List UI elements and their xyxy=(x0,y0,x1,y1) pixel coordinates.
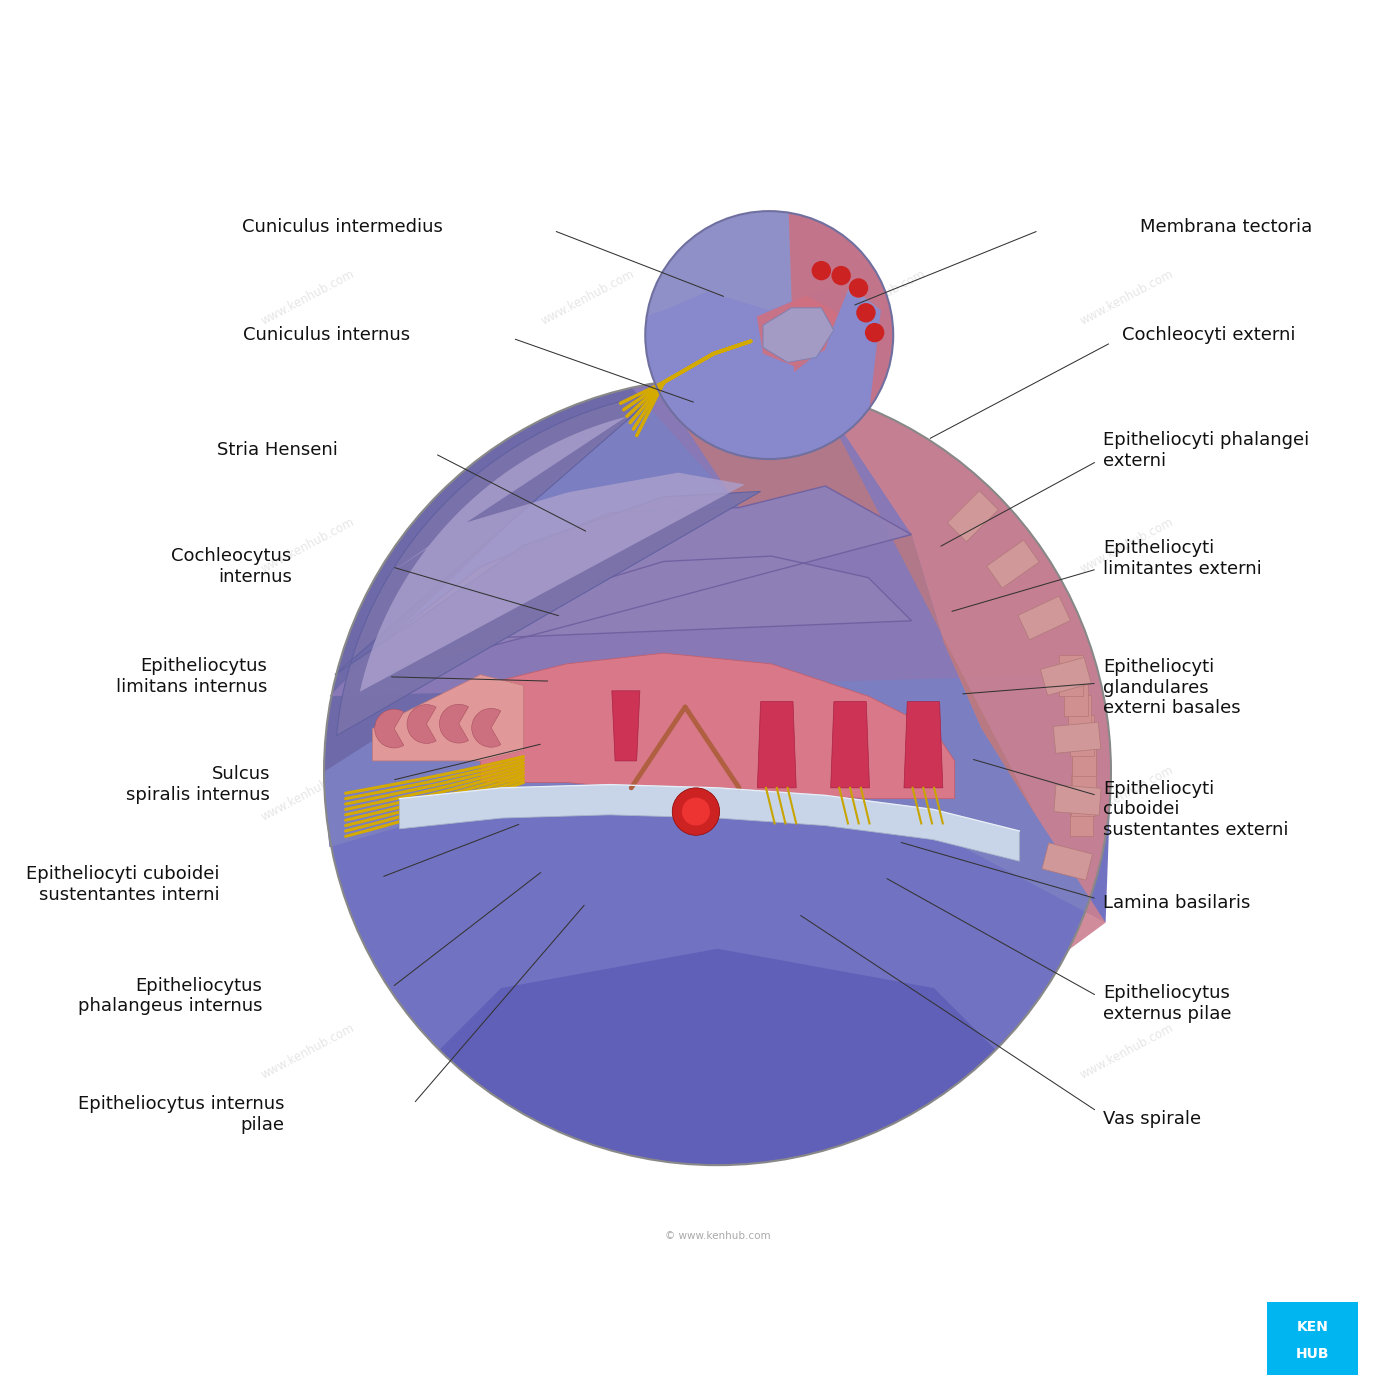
Polygon shape xyxy=(480,652,955,798)
Circle shape xyxy=(857,302,875,322)
Polygon shape xyxy=(360,417,745,692)
Text: www.kenhub.com: www.kenhub.com xyxy=(539,515,637,575)
Text: www.kenhub.com: www.kenhub.com xyxy=(1078,763,1176,823)
Polygon shape xyxy=(384,486,911,675)
Wedge shape xyxy=(440,704,469,743)
Circle shape xyxy=(682,798,710,826)
Text: Cochleocytus
internus: Cochleocytus internus xyxy=(171,547,291,587)
Text: www.kenhub.com: www.kenhub.com xyxy=(1078,1022,1176,1082)
Polygon shape xyxy=(830,701,869,788)
Circle shape xyxy=(672,788,720,836)
Polygon shape xyxy=(763,308,834,363)
Text: www.kenhub.com: www.kenhub.com xyxy=(830,1022,928,1082)
Bar xyxy=(1068,694,1092,735)
Text: www.kenhub.com: www.kenhub.com xyxy=(259,515,357,575)
Text: www.kenhub.com: www.kenhub.com xyxy=(830,515,928,575)
Polygon shape xyxy=(372,675,524,762)
Text: www.kenhub.com: www.kenhub.com xyxy=(539,1022,637,1082)
Polygon shape xyxy=(1042,843,1092,881)
Circle shape xyxy=(645,211,893,459)
Text: HUB: HUB xyxy=(1296,1347,1329,1361)
Bar xyxy=(1071,714,1093,756)
Wedge shape xyxy=(672,788,720,836)
Polygon shape xyxy=(329,378,1099,696)
Text: KEN: KEN xyxy=(1296,1320,1329,1334)
Circle shape xyxy=(832,266,851,286)
Text: www.kenhub.com: www.kenhub.com xyxy=(539,763,637,823)
Text: www.kenhub.com: www.kenhub.com xyxy=(830,267,928,328)
Polygon shape xyxy=(757,701,797,788)
Text: Vas spirale: Vas spirale xyxy=(1103,1110,1201,1128)
Text: Membrana tectoria: Membrana tectoria xyxy=(1140,218,1312,237)
Polygon shape xyxy=(612,690,640,762)
Bar xyxy=(1060,655,1084,696)
Text: Epitheliocytus
externus pilae: Epitheliocytus externus pilae xyxy=(1103,984,1232,1023)
Polygon shape xyxy=(788,213,893,407)
Text: www.kenhub.com: www.kenhub.com xyxy=(259,1022,357,1082)
Bar xyxy=(1071,776,1095,816)
Circle shape xyxy=(812,260,832,280)
Circle shape xyxy=(865,323,885,343)
Text: Epitheliocyti
glandulares
externi basales: Epitheliocyti glandulares externi basale… xyxy=(1103,658,1240,717)
Polygon shape xyxy=(1053,722,1100,753)
Polygon shape xyxy=(657,379,1036,815)
Polygon shape xyxy=(904,701,942,788)
Wedge shape xyxy=(472,708,501,748)
Text: Epitheliocytus
limitans internus: Epitheliocytus limitans internus xyxy=(116,658,267,696)
Text: Epitheliocyti phalangei
externi: Epitheliocyti phalangei externi xyxy=(1103,431,1309,470)
Text: www.kenhub.com: www.kenhub.com xyxy=(259,267,357,328)
Polygon shape xyxy=(323,384,739,771)
Polygon shape xyxy=(325,794,1110,1165)
Polygon shape xyxy=(647,211,889,315)
Text: Epitheliocyti cuboidei
sustentantes interni: Epitheliocyti cuboidei sustentantes inte… xyxy=(27,865,220,904)
Text: Sulcus
spiralis internus: Sulcus spiralis internus xyxy=(126,766,270,804)
Text: © www.kenhub.com: © www.kenhub.com xyxy=(665,1231,770,1240)
Text: Epitheliocyti
limitantes externi: Epitheliocyti limitantes externi xyxy=(1103,539,1263,578)
Polygon shape xyxy=(1054,785,1102,815)
Polygon shape xyxy=(987,540,1039,588)
Bar xyxy=(1072,755,1096,795)
Circle shape xyxy=(323,378,1112,1165)
Text: www.kenhub.com: www.kenhub.com xyxy=(1078,267,1176,328)
Wedge shape xyxy=(375,710,403,748)
Polygon shape xyxy=(815,391,1112,951)
Text: Epitheliocyti
cuboidei
sustentantes externi: Epitheliocyti cuboidei sustentantes exte… xyxy=(1103,780,1289,839)
FancyBboxPatch shape xyxy=(1263,1299,1362,1378)
Bar xyxy=(1070,795,1093,836)
Wedge shape xyxy=(407,704,437,743)
Polygon shape xyxy=(335,393,760,735)
Text: www.kenhub.com: www.kenhub.com xyxy=(830,763,928,823)
Polygon shape xyxy=(757,295,837,365)
Text: Cuniculus intermedius: Cuniculus intermedius xyxy=(242,218,442,237)
Text: Stria Henseni: Stria Henseni xyxy=(217,441,337,459)
Polygon shape xyxy=(1040,658,1091,696)
Text: Cuniculus internus: Cuniculus internus xyxy=(244,326,410,344)
Polygon shape xyxy=(948,491,998,542)
Polygon shape xyxy=(399,784,1019,861)
Bar xyxy=(1072,735,1096,776)
Text: Epitheliocytus internus
pilae: Epitheliocytus internus pilae xyxy=(77,1095,284,1134)
Text: www.kenhub.com: www.kenhub.com xyxy=(1078,515,1176,575)
Text: Epitheliocytus
phalangeus internus: Epitheliocytus phalangeus internus xyxy=(78,977,263,1015)
Text: www.kenhub.com: www.kenhub.com xyxy=(259,763,357,823)
Text: Cochleocyti externi: Cochleocyti externi xyxy=(1121,326,1295,344)
Circle shape xyxy=(848,279,868,298)
Polygon shape xyxy=(1018,596,1071,640)
Text: Lamina basilaris: Lamina basilaris xyxy=(1103,895,1250,913)
Bar xyxy=(1064,675,1088,715)
Polygon shape xyxy=(440,949,995,1165)
Text: www.kenhub.com: www.kenhub.com xyxy=(539,267,637,328)
